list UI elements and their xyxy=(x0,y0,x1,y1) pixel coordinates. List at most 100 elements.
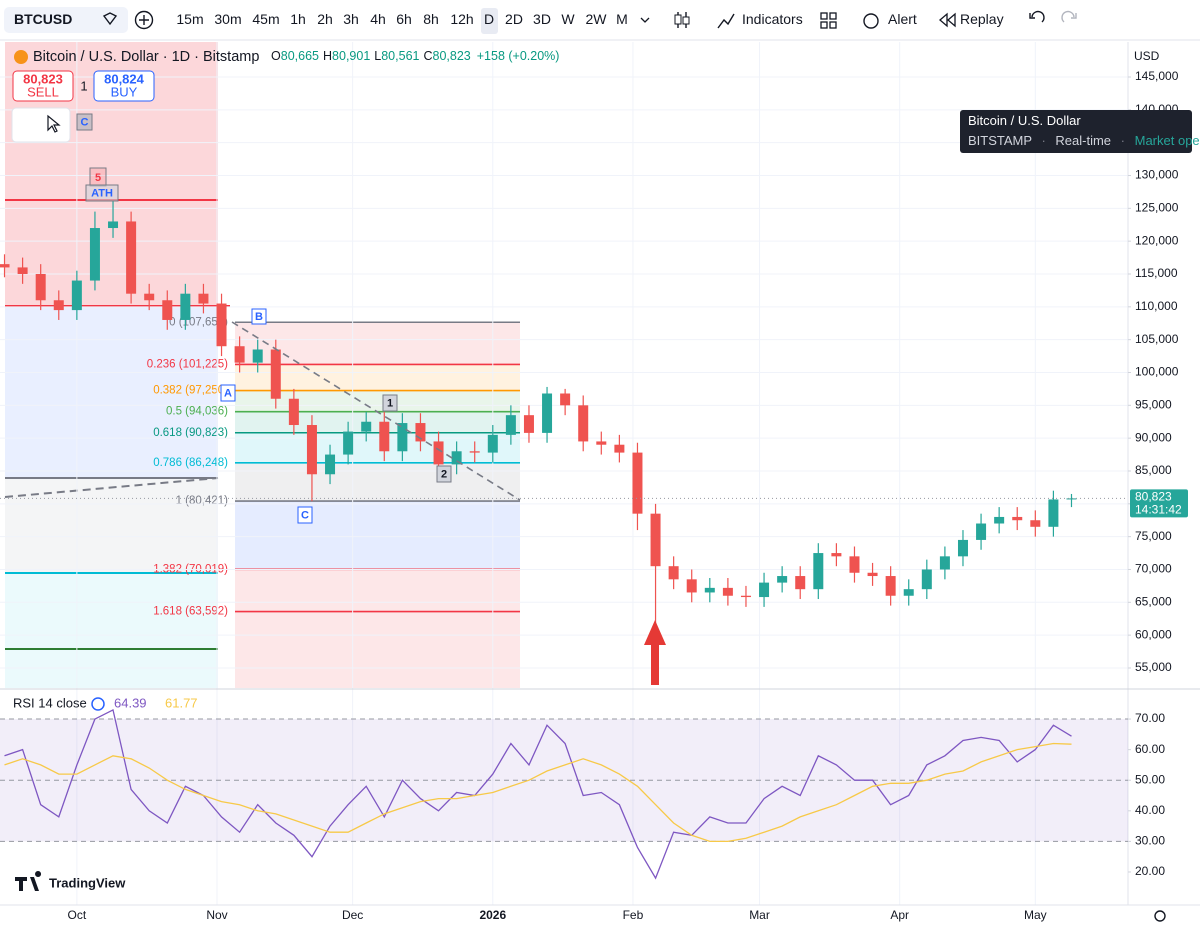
logo-text[interactable]: TradingView xyxy=(49,875,126,890)
sell-price[interactable]: 80,823 xyxy=(23,71,63,86)
y-tick-label: 30.00 xyxy=(1135,834,1165,848)
candle-body xyxy=(505,415,516,435)
x-tick-label: Nov xyxy=(206,908,227,922)
fib-label: 1 (80,421) xyxy=(176,495,229,507)
interval[interactable]: W xyxy=(561,11,575,27)
fib-band xyxy=(235,432,520,463)
candle-body xyxy=(885,576,896,596)
interval[interactable]: 2D xyxy=(505,11,523,27)
fib-band xyxy=(235,569,520,612)
tooltip xyxy=(960,110,1192,153)
fib-trend-line xyxy=(231,321,521,501)
redo-button[interactable] xyxy=(1061,10,1077,23)
buy-button[interactable] xyxy=(93,70,155,102)
interval[interactable]: 3h xyxy=(343,11,359,27)
cursor-tool[interactable] xyxy=(47,114,61,133)
rsi-title: RSI 14 close xyxy=(13,695,87,710)
interval[interactable]: 6h xyxy=(396,11,412,27)
settings-button[interactable] xyxy=(1154,910,1166,922)
currency[interactable]: USD xyxy=(1134,49,1160,63)
last-price-label: 80,823 xyxy=(1135,490,1172,504)
sell-label[interactable]: SELL xyxy=(27,84,59,99)
buy-label[interactable]: BUY xyxy=(111,84,138,99)
candle-body xyxy=(162,300,173,320)
candle-body xyxy=(740,595,751,598)
candle-body xyxy=(433,441,444,465)
candle-body xyxy=(216,303,227,347)
templates-button[interactable] xyxy=(820,12,837,29)
indicators-icon[interactable] xyxy=(717,13,735,29)
fib-label: 0.236 (101,225) xyxy=(147,358,228,370)
separator: · xyxy=(1041,133,1045,148)
candle-body xyxy=(614,444,625,453)
candle-body xyxy=(379,421,390,452)
wave-label: C xyxy=(81,116,89,128)
candles xyxy=(0,200,1128,636)
candle-body xyxy=(451,451,462,465)
interval[interactable]: 3D xyxy=(533,11,551,27)
candle-body xyxy=(596,441,607,445)
wave-box xyxy=(251,308,267,325)
rsi-line xyxy=(4,708,1072,880)
interval[interactable]: 4h xyxy=(370,11,386,27)
interval-more[interactable] xyxy=(640,17,650,23)
y-tick-label: 50.00 xyxy=(1135,772,1165,786)
candle-body xyxy=(560,393,571,406)
wave-box xyxy=(76,113,93,131)
symbol[interactable]: BTCUSD xyxy=(14,11,72,27)
interval[interactable]: 2h xyxy=(317,11,333,27)
x-tick-label: 2026 xyxy=(479,908,506,922)
fib-label: 1.618 (63,592) xyxy=(153,606,228,618)
tooltip-feed: Real-time xyxy=(1055,133,1111,148)
replay-button[interactable]: Replay xyxy=(960,11,1004,27)
interval[interactable]: D xyxy=(484,11,494,27)
interval[interactable]: 8h xyxy=(423,11,439,27)
candle-body xyxy=(469,451,480,453)
candle-body xyxy=(89,228,100,281)
legend-title: Bitcoin / U.S. Dollar · 1D · Bitstamp xyxy=(33,49,259,65)
candle-body xyxy=(777,576,788,583)
ohlc: O80,665 H80,901 L80,561 C80,823 +158 (+0.20%… xyxy=(271,49,559,63)
candle-body xyxy=(306,425,317,475)
alert-icon[interactable] xyxy=(863,13,879,29)
candle-body xyxy=(523,415,534,433)
interval[interactable]: 30m xyxy=(214,11,241,27)
interval[interactable]: 2W xyxy=(586,11,608,27)
y-tick-label: 110,000 xyxy=(1135,299,1178,313)
rsi-ma-value: 61.77 xyxy=(165,695,198,710)
region-gray xyxy=(5,478,218,573)
fib-band xyxy=(235,462,520,502)
chart-type-icon xyxy=(674,14,682,25)
symbol-icon[interactable] xyxy=(102,12,118,26)
candle-body xyxy=(180,293,191,320)
replay-icon[interactable] xyxy=(939,12,956,28)
x-tick-label: Dec xyxy=(342,908,363,922)
fib-retracement: 0 (107,652)0.236 (101,225)0.382 (97,250)… xyxy=(147,316,520,688)
candle-body xyxy=(325,454,336,475)
tooltip-status: Market open xyxy=(1135,133,1200,148)
interval[interactable]: 45m xyxy=(252,11,279,27)
candle-body xyxy=(1066,498,1077,500)
interval[interactable]: 12h xyxy=(450,11,473,27)
y-tick-label: 95,000 xyxy=(1135,397,1172,411)
interval[interactable]: 1h xyxy=(290,11,306,27)
alert-button[interactable]: Alert xyxy=(888,11,917,27)
symbol-box[interactable] xyxy=(4,7,128,33)
candle-body xyxy=(487,434,498,453)
arrow xyxy=(644,620,666,685)
interval[interactable]: M xyxy=(616,11,628,27)
candle-body xyxy=(650,513,661,567)
buy-price[interactable]: 80,824 xyxy=(104,71,145,86)
wave-label: A xyxy=(224,387,232,399)
compare-button[interactable] xyxy=(134,10,154,30)
separator: · xyxy=(1121,133,1125,148)
sell-button[interactable] xyxy=(12,70,74,102)
candle-body xyxy=(288,398,299,426)
tooltip-line: BITSTAMP · Real-time · Market open xyxy=(968,133,1200,148)
undo-button[interactable] xyxy=(1029,10,1045,23)
interval[interactable]: 15m xyxy=(176,11,203,27)
indicators-button[interactable]: Indicators xyxy=(742,11,803,27)
candle-body xyxy=(270,349,281,399)
y-tick-label: 100,000 xyxy=(1135,365,1179,379)
